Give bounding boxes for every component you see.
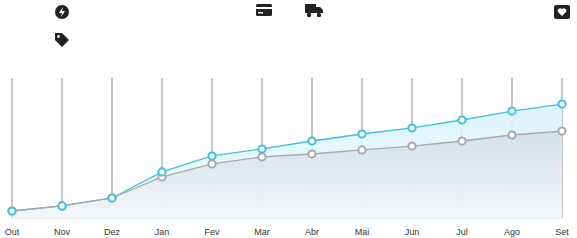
- x-tick-label: Ago: [504, 227, 520, 237]
- series-line: [12, 104, 562, 211]
- icon-heart: [554, 5, 570, 19]
- x-tick-label: Mar: [254, 227, 270, 237]
- point-marker[interactable]: [508, 107, 515, 114]
- icon-card: [256, 4, 272, 16]
- grid: [12, 78, 562, 218]
- x-tick-label: Set: [555, 227, 569, 237]
- x-tick-label: Mai: [355, 227, 370, 237]
- series-area: [12, 104, 562, 218]
- point-marker[interactable]: [158, 168, 165, 175]
- point-marker[interactable]: [208, 160, 215, 167]
- x-tick-label: Out: [5, 227, 20, 237]
- point-marker[interactable]: [258, 145, 265, 152]
- point-marker[interactable]: [558, 127, 565, 134]
- x-tick-label: Jul: [456, 227, 468, 237]
- point-marker[interactable]: [358, 146, 365, 153]
- point-marker[interactable]: [58, 202, 65, 209]
- point-marker[interactable]: [108, 194, 115, 201]
- point-marker[interactable]: [358, 130, 365, 137]
- point-marker[interactable]: [458, 116, 465, 123]
- point-marker[interactable]: [208, 152, 215, 159]
- icon-tag: [55, 33, 69, 47]
- chart: Out Nov Dez Jan Fev Mar Abr Mai Jun Jul Ago Set: [0, 0, 577, 238]
- point-marker[interactable]: [258, 153, 265, 160]
- point-marker[interactable]: [8, 207, 15, 214]
- series-area: [12, 131, 562, 218]
- x-tick-label: Dez: [104, 227, 121, 237]
- point-marker[interactable]: [408, 142, 415, 149]
- x-axis-labels: Out Nov Dez Jan Fev Mar Abr Mai Jun Jul Ago Set: [5, 227, 570, 237]
- x-tick-label: Jan: [155, 227, 170, 237]
- series-line: [12, 131, 562, 211]
- point-marker[interactable]: [308, 150, 315, 157]
- icon-truck: [305, 4, 323, 17]
- icon-bolt: [55, 5, 69, 19]
- x-tick-label: Nov: [54, 227, 71, 237]
- grid-line: [62, 78, 63, 218]
- point-marker[interactable]: [558, 100, 565, 107]
- point-marker[interactable]: [58, 202, 65, 209]
- grid-line: [12, 78, 13, 218]
- point-marker[interactable]: [408, 124, 415, 131]
- point-marker[interactable]: [508, 131, 515, 138]
- x-tick-label: Abr: [305, 227, 319, 237]
- x-tick-label: Fev: [204, 227, 220, 237]
- point-marker[interactable]: [458, 137, 465, 144]
- chart-root: Out Nov Dez Jan Fev Mar Abr Mai Jun Jul Ago Set: [0, 0, 577, 238]
- plot-area: [8, 100, 565, 218]
- point-marker[interactable]: [8, 207, 15, 214]
- point-marker[interactable]: [108, 194, 115, 201]
- point-marker[interactable]: [308, 137, 315, 144]
- x-tick-label: Jun: [405, 227, 420, 237]
